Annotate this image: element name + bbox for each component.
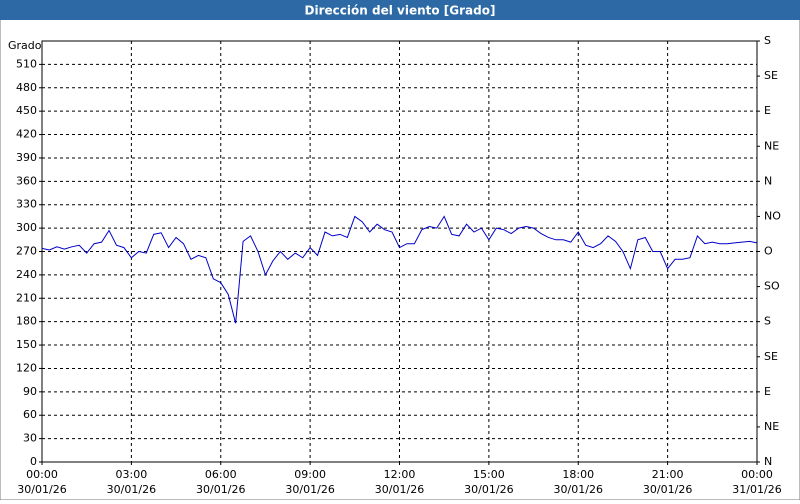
y2-tick-label: NE	[764, 139, 779, 152]
y-tick-label: 90	[23, 385, 37, 398]
y-tick-label: 60	[23, 408, 37, 421]
y-tick-label: 240	[16, 268, 37, 281]
y-tick-label: 270	[16, 245, 37, 258]
x-tick-label: 00:00	[26, 468, 58, 481]
x-tick-date: 30/01/26	[107, 483, 156, 496]
y-tick-label: 180	[16, 315, 37, 328]
y-tick-label: 450	[16, 104, 37, 117]
y2-tick-label: N	[764, 455, 772, 468]
y-tick-label: 360	[16, 174, 37, 187]
x-tick-label: 00:00	[741, 468, 773, 481]
x-tick-label: 06:00	[205, 468, 237, 481]
y-tick-label: 210	[16, 291, 37, 304]
x-tick-label: 18:00	[562, 468, 594, 481]
x-tick-label: 21:00	[652, 468, 684, 481]
y-tick-label: 300	[16, 221, 37, 234]
y2-tick-label: S	[764, 34, 771, 47]
y-tick-label: 420	[16, 128, 37, 141]
title-bar	[0, 0, 800, 20]
y-tick-label: 480	[16, 81, 37, 94]
y2-tick-label: S	[764, 315, 771, 328]
y2-tick-label: NO	[764, 209, 781, 222]
x-tick-label: 12:00	[384, 468, 416, 481]
x-tick-date: 31/01/26	[732, 483, 781, 496]
y-tick-label: 120	[16, 361, 37, 374]
x-tick-date: 30/01/26	[17, 483, 66, 496]
x-tick-date: 30/01/26	[464, 483, 513, 496]
y2-tick-label: SO	[764, 280, 780, 293]
x-tick-label: 09:00	[294, 468, 326, 481]
y2-tick-label: E	[764, 104, 771, 117]
data-line	[41, 215, 758, 324]
x-tick-date: 30/01/26	[643, 483, 692, 496]
y-tick-label: 510	[16, 57, 37, 70]
chart-title: Dirección del viento [Grado]	[305, 4, 496, 18]
x-tick-date: 30/01/26	[285, 483, 334, 496]
y-tick-label: 0	[30, 455, 37, 468]
y2-tick-label: E	[764, 385, 771, 398]
y-tick-label: 330	[16, 198, 37, 211]
y2-tick-label: SE	[764, 350, 778, 363]
y2-tick-label: N	[764, 174, 772, 187]
y2-tick-label: O	[764, 245, 773, 258]
x-tick-label: 15:00	[473, 468, 505, 481]
y-tick-label: 30	[23, 432, 37, 445]
y-tick-label: 150	[16, 338, 37, 351]
x-tick-date: 30/01/26	[554, 483, 603, 496]
y-tick-label: 390	[16, 151, 37, 164]
y2-tick-label: NE	[764, 420, 779, 433]
x-tick-date: 30/01/26	[196, 483, 245, 496]
y2-tick-label: SE	[764, 69, 778, 82]
y-axis-label: Grado	[8, 39, 42, 52]
x-tick-label: 03:00	[116, 468, 148, 481]
x-tick-date: 30/01/26	[375, 483, 424, 496]
